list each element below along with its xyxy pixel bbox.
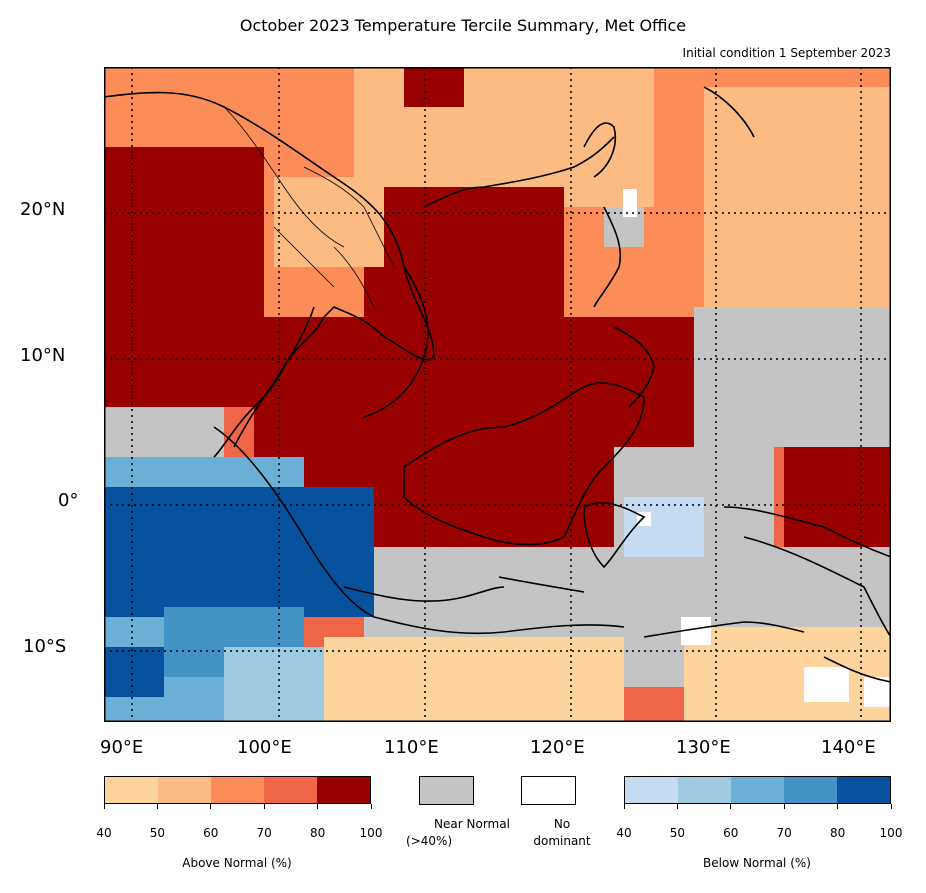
below-normal-tick-mark <box>676 804 678 809</box>
map-title: October 2023 Temperature Tercile Summary… <box>239 16 687 35</box>
above-normal-swatch-1 <box>158 777 211 803</box>
lon-label-120e: 120°E <box>530 737 585 758</box>
coastlines <box>104 86 891 683</box>
lon-label-130e: 130°E <box>676 737 731 758</box>
above-normal-tick-label: 40 <box>96 826 112 840</box>
above-normal-tick-label: 50 <box>149 826 166 840</box>
below-normal-tick-mark <box>890 804 892 809</box>
lat-label-10s: 10°S <box>23 636 67 657</box>
below-normal-colorbar <box>624 776 891 804</box>
above-normal-tick-label: 100 <box>359 826 383 840</box>
lon-label-140e: 140°E <box>821 737 876 758</box>
below-normal-tick-label: 60 <box>723 826 739 840</box>
above-normal-tick-mark <box>210 804 212 809</box>
near-normal-label-line2: (>40%) <box>406 834 453 848</box>
below-normal-title: Below Normal (%) <box>703 856 811 870</box>
lat-label-20n: 20°N <box>20 199 66 220</box>
above-normal-swatch-3 <box>264 777 317 803</box>
near-normal-swatch <box>419 776 474 805</box>
near-normal-label: Near Normal (>40%) <box>406 816 510 850</box>
below-normal-tick-label: 70 <box>776 826 792 840</box>
above-normal-tick-label: 60 <box>203 826 219 840</box>
above-normal-tick-mark <box>317 804 319 809</box>
above-normal-tick-label: 80 <box>309 826 326 840</box>
below-normal-tick-mark <box>623 804 625 809</box>
below-normal-tick-mark <box>730 804 732 809</box>
below-normal-tick-label: 80 <box>829 826 846 840</box>
below-normal-tick-label: 40 <box>616 826 632 840</box>
above-normal-swatch-2 <box>211 777 264 803</box>
above-normal-tick-mark <box>103 804 105 809</box>
below-normal-tick-label: 100 <box>879 826 903 840</box>
no-dominant-label-line2: dominant <box>533 834 591 848</box>
below-normal-swatch-4 <box>837 777 890 803</box>
above-normal-tick-mark <box>263 804 265 809</box>
no-dominant-label: No dominant <box>533 816 590 850</box>
near-normal-label-line1: Near Normal <box>434 817 510 831</box>
above-normal-region <box>104 67 891 567</box>
below-normal-swatch-0 <box>625 777 678 803</box>
above-normal-title: Above Normal (%) <box>182 856 292 870</box>
no-dominant-label-line1: No <box>553 817 571 831</box>
below-normal-swatch-3 <box>784 777 837 803</box>
above-normal-tick-mark <box>156 804 158 809</box>
below-normal-tick-mark <box>783 804 785 809</box>
below-normal-region <box>104 457 704 722</box>
borders <box>223 106 395 308</box>
lat-label-0: 0° <box>58 490 79 511</box>
lon-label-110e: 110°E <box>384 737 439 758</box>
lon-label-90e: 90°E <box>100 737 144 758</box>
below-normal-swatch-1 <box>678 777 731 803</box>
map-subtitle: Initial condition 1 September 2023 <box>682 46 891 60</box>
above-normal-swatch-4 <box>317 777 370 803</box>
no-dominant-cells <box>623 189 891 707</box>
lat-label-10n: 10°N <box>20 345 66 366</box>
below-normal-tick-label: 50 <box>669 826 686 840</box>
no-dominant-swatch <box>521 776 576 805</box>
map-frame <box>104 67 891 722</box>
above-normal-tick-label: 70 <box>256 826 272 840</box>
tercile-map <box>104 67 891 722</box>
lon-label-100e: 100°E <box>237 737 292 758</box>
below-normal-tick-mark <box>837 804 839 809</box>
below-normal-swatch-2 <box>731 777 784 803</box>
gridlines <box>104 67 891 722</box>
above-normal-tick-mark <box>370 804 372 809</box>
above-normal-colorbar <box>104 776 371 804</box>
above-normal-swatch-0 <box>105 777 158 803</box>
